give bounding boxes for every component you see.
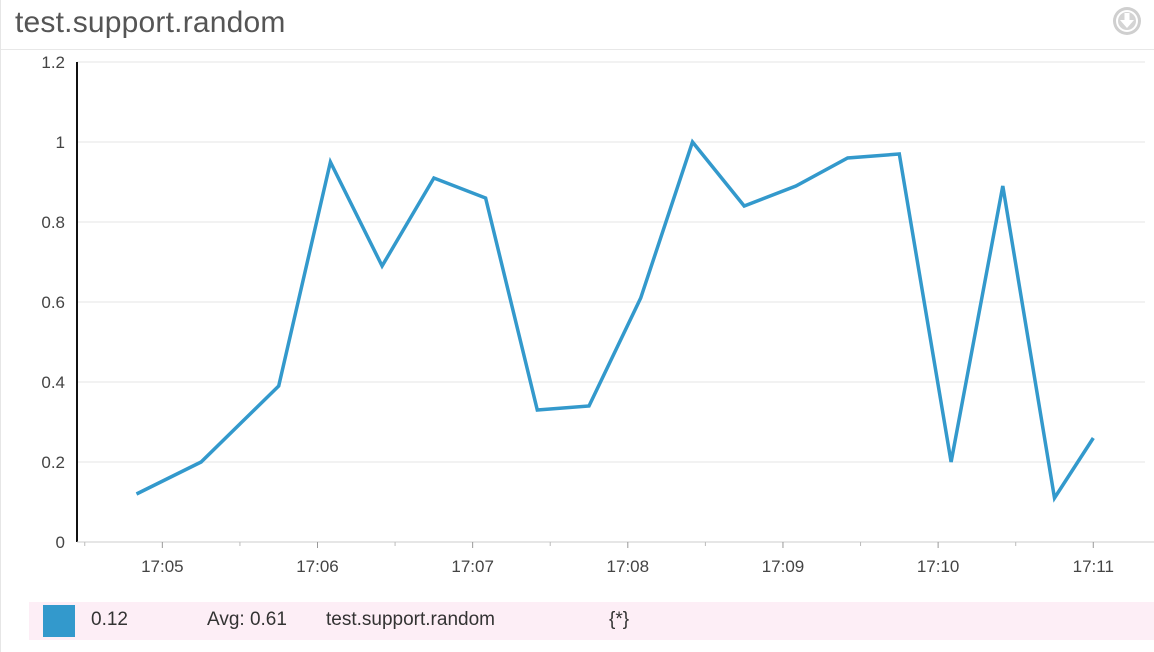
y-tick-label: 0.6 [41, 293, 65, 312]
x-tick-label: 17:09 [762, 557, 805, 576]
y-tick-label: 1 [56, 133, 65, 152]
legend-row[interactable]: 0.12 Avg: 0.61 test.support.random {*} [29, 602, 1154, 640]
download-icon[interactable] [1111, 5, 1143, 37]
series-line [137, 142, 1094, 498]
widget-header: test.support.random [1, 0, 1154, 50]
x-tick-label: 17:10 [917, 557, 960, 576]
y-tick-label: 0.2 [41, 453, 65, 472]
widget-title: test.support.random [15, 6, 286, 40]
legend-metric-name: test.support.random [326, 606, 495, 634]
x-tick-label: 17:07 [451, 557, 494, 576]
x-tick-label: 17:11 [1073, 557, 1114, 576]
x-tick-label: 17:08 [607, 557, 650, 576]
y-tick-label: 0 [56, 533, 65, 552]
legend-last-value: 0.12 [91, 606, 128, 634]
y-tick-label: 0.4 [41, 373, 65, 392]
legend-scope: {*} [609, 606, 629, 634]
legend-color-swatch [43, 605, 75, 637]
x-tick-label: 17:05 [141, 557, 184, 576]
legend-avg: Avg: 0.61 [207, 606, 287, 634]
line-chart: 0 0.2 0.4 0.6 0.8 1 1.2 17:05 17:06 17:07 17:08 17:… [1, 50, 1154, 596]
y-tick-label: 0.8 [41, 213, 65, 232]
y-tick-label: 1.2 [41, 53, 65, 72]
x-tick-label: 17:06 [296, 557, 339, 576]
